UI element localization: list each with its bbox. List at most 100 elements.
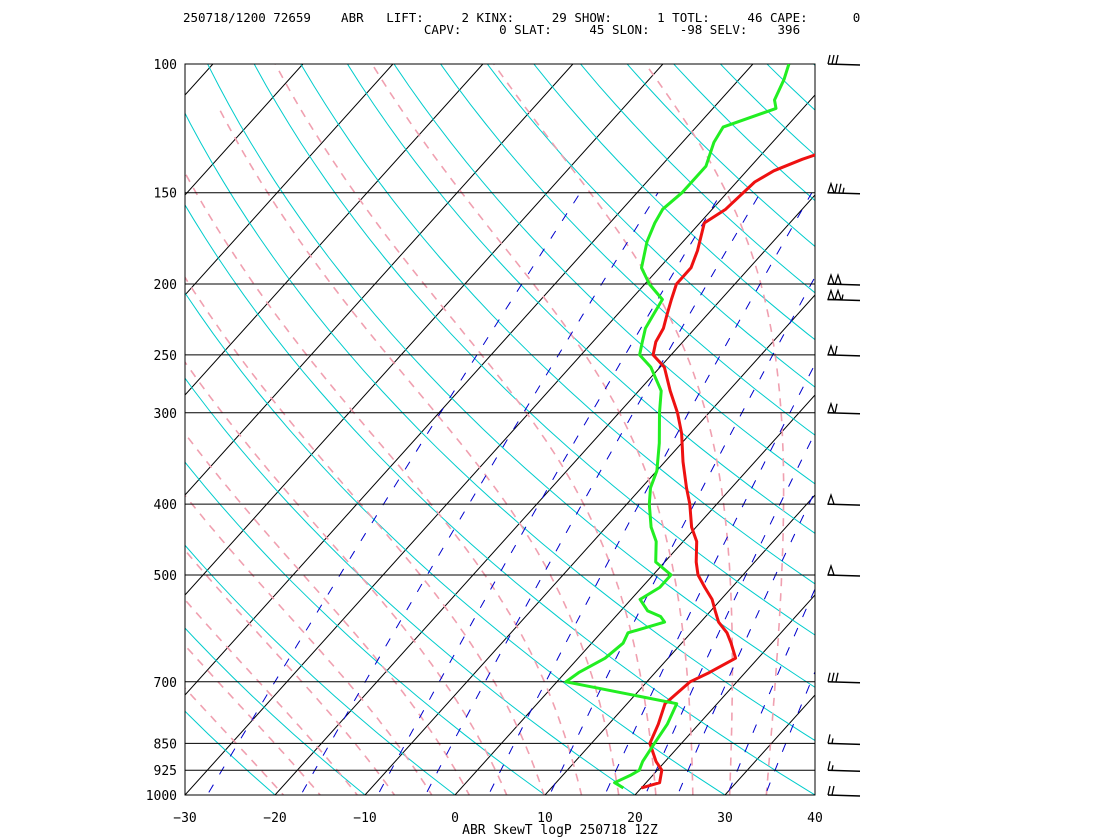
temperature-tick-label: 30 xyxy=(717,811,733,826)
isotherm xyxy=(185,94,815,795)
wind-barb xyxy=(827,761,861,772)
dry-adiabat xyxy=(185,461,546,795)
mixing-ratio-line xyxy=(676,490,815,795)
moist-adiabat xyxy=(644,64,785,795)
dry-adiabat xyxy=(185,544,456,795)
mixing-ratio-line xyxy=(604,363,815,795)
mixing-ratio-line xyxy=(206,192,581,795)
dry-adiabat xyxy=(185,377,636,795)
pressure-label: 200 xyxy=(154,278,177,293)
wind-barb xyxy=(827,181,861,195)
header-line-1: 250718/1200 72659 ABR LIFT: 2 KINX: 29 S… xyxy=(183,10,860,25)
dry-adiabat xyxy=(346,64,815,534)
pressure-labels: 100 150 200 250 300 400 500 700 850 925 1000 xyxy=(146,58,177,804)
isotherm xyxy=(274,194,815,795)
mixing-ratio-line xyxy=(764,670,815,795)
pressure-label: 500 xyxy=(154,569,177,584)
profiles xyxy=(564,64,815,790)
temperature-tick-label: 10 xyxy=(537,811,553,826)
moist-adiabat xyxy=(185,275,545,795)
pressure-label: 400 xyxy=(154,498,177,513)
dry-adiabat xyxy=(843,48,1120,811)
temperature-tick-label: −30 xyxy=(173,811,196,826)
wind-barb xyxy=(827,288,861,302)
dewpoint-profile xyxy=(564,64,791,790)
plot-frame xyxy=(184,63,816,796)
temperature-profile xyxy=(640,153,815,790)
isotherm xyxy=(185,64,664,596)
pressure-label: 700 xyxy=(154,676,177,691)
pressure-label: 1000 xyxy=(146,789,177,804)
isotherm xyxy=(634,594,815,795)
isotherm xyxy=(544,494,815,795)
pressure-label: 100 xyxy=(154,58,177,73)
dry-adiabat xyxy=(812,64,815,67)
moist-adiabat xyxy=(218,108,620,795)
isotherm xyxy=(185,64,304,196)
moist-adiabat xyxy=(185,644,322,795)
moist-adiabat xyxy=(185,549,396,795)
wind-barb xyxy=(827,785,861,797)
isobars xyxy=(185,63,815,796)
header-line-2: CAPV: 0 SLAT: 45 SLON: -98 SELV: 396 xyxy=(183,22,800,37)
isotherm xyxy=(185,64,754,696)
dry-adiabat xyxy=(185,710,276,795)
dry-adiabat xyxy=(185,291,726,795)
wind-barb xyxy=(827,54,861,66)
dry-adiabat xyxy=(185,203,815,795)
dry-adiabat xyxy=(719,64,815,156)
isotherm xyxy=(0,64,33,795)
temperature-tick-label: 0 xyxy=(451,811,459,826)
isotherm xyxy=(0,64,123,795)
isotherm xyxy=(814,794,815,795)
dry-adiabat xyxy=(393,64,815,485)
temperature-tick-label: 20 xyxy=(627,811,643,826)
wind-barb xyxy=(827,493,861,506)
dry-adiabat xyxy=(579,64,815,294)
wind-barb xyxy=(827,672,861,684)
moist-adiabat xyxy=(185,432,471,795)
dry-adiabat xyxy=(185,112,815,742)
mixing-ratio-line xyxy=(424,192,761,795)
pressure-label: 850 xyxy=(154,737,177,752)
wind-barb xyxy=(827,343,861,357)
moist-adiabat xyxy=(493,64,734,795)
moist-adiabat xyxy=(274,64,657,795)
pressure-label: 150 xyxy=(154,187,177,202)
pressure-label: 250 xyxy=(154,349,177,364)
isotherm xyxy=(185,64,574,496)
background-grid xyxy=(0,48,1120,811)
isotherm xyxy=(364,294,815,795)
temperature-tick-label: 40 xyxy=(807,811,823,826)
dry-adiabat xyxy=(440,64,815,436)
temperature-tick-labels: −30 −20 −10 0 10 20 30 40 xyxy=(173,811,823,826)
isotherm xyxy=(185,64,484,396)
moist-adiabat xyxy=(185,494,433,795)
temperature-tick-label: −20 xyxy=(263,811,286,826)
wind-barb xyxy=(827,272,861,286)
dry-adiabat xyxy=(185,794,186,795)
moist-adiabat xyxy=(185,171,583,795)
wind-barb xyxy=(827,401,861,415)
dry-adiabat xyxy=(533,64,815,341)
wind-barb xyxy=(827,734,861,746)
isotherm xyxy=(185,64,214,96)
wind-barb xyxy=(827,563,861,577)
moist-adiabat xyxy=(185,598,359,795)
dry-adiabat xyxy=(673,64,815,202)
dry-adiabat xyxy=(253,64,815,636)
mixing-ratio-line xyxy=(644,431,815,795)
mixing-ratio-line xyxy=(549,275,815,795)
pressure-label: 300 xyxy=(154,407,177,422)
chart-title: ABR SkewT logP 250718 12Z xyxy=(462,823,658,838)
mixing-ratio-line xyxy=(487,192,813,795)
moist-adiabat xyxy=(185,687,285,795)
dry-adiabat xyxy=(185,627,366,795)
temperature-tick-label: −10 xyxy=(353,811,376,826)
pressure-label: 925 xyxy=(154,764,177,779)
wind-barbs xyxy=(827,54,861,797)
isotherm xyxy=(905,64,1120,795)
mixing-ratio-line xyxy=(726,587,815,795)
dry-adiabat xyxy=(207,64,815,688)
